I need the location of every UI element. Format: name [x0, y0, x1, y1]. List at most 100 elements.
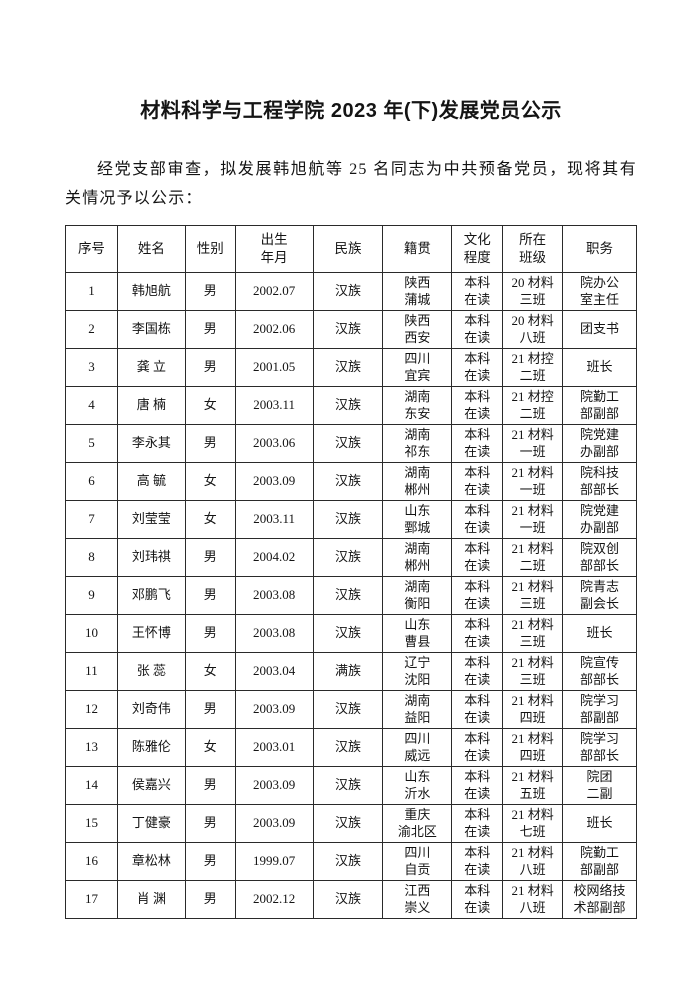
table-cell: 章松林	[116, 842, 186, 881]
table-cell: 龚 立	[116, 348, 186, 387]
table-row: 16 章松林男 1999.07 汉族 四川 自贡 本科 在读 21 材料 八班 院勤工 部副部	[65, 842, 637, 881]
table-cell: 4	[65, 386, 118, 425]
table-cell: 2003.08	[234, 614, 314, 653]
table-cell: 邓鹏飞	[116, 576, 186, 615]
table-cell: 院双创 部部长	[562, 538, 637, 577]
table-cell: 男	[184, 310, 236, 349]
table-cell: 15	[65, 804, 118, 843]
table-cell: 20 材料 三班	[502, 272, 564, 311]
table-cell: 男	[184, 272, 236, 311]
table-cell: 21 材料 一班	[502, 462, 564, 501]
table-cell: 辽宁 沈阳	[382, 652, 453, 691]
table-cell: 汉族	[312, 538, 384, 577]
table-cell: 班长	[562, 348, 637, 387]
table-cell: 本科 在读	[451, 386, 504, 425]
table-cell: 汉族	[312, 500, 384, 539]
column-header: 籍贯	[382, 225, 453, 273]
table-cell: 2003.09	[234, 804, 314, 843]
table-cell: 本科 在读	[451, 842, 504, 881]
table-row: 11 张 蕊女 2003.04 满族 辽宁 沈阳 本科 在读 21 材料 三班 院宣传 部部长	[65, 652, 637, 691]
table-cell: 21 材料 五班	[502, 766, 564, 805]
table-cell: 院团 二副	[562, 766, 637, 805]
column-header: 文化 程度	[451, 225, 504, 273]
table-row: 8 刘玮祺男 2004.02 汉族 湖南 郴州 本科 在读 21 材料 二班 院双创 部部长	[65, 538, 637, 577]
table-cell: 刘莹莹	[116, 500, 186, 539]
table-cell: 山东 曹县	[382, 614, 453, 653]
table-cell: 汉族	[312, 348, 384, 387]
table-cell: 团支书	[562, 310, 637, 349]
table-cell: 21 材料 七班	[502, 804, 564, 843]
table-cell: 2003.09	[234, 766, 314, 805]
table-cell: 女	[184, 500, 236, 539]
table-cell: 本科 在读	[451, 500, 504, 539]
table-cell: 2003.04	[234, 652, 314, 691]
column-header: 出生 年月	[234, 225, 314, 273]
table-cell: 12	[65, 690, 118, 729]
table-row: 14 侯嘉兴男 2003.09 汉族 山东 沂水 本科 在读 21 材料 五班 院团 二副	[65, 766, 637, 805]
table-cell: 王怀博	[116, 614, 186, 653]
column-header: 所在 班级	[502, 225, 564, 273]
table-cell: 本科 在读	[451, 538, 504, 577]
table-cell: 汉族	[312, 576, 384, 615]
table-cell: 男	[184, 538, 236, 577]
table-cell: 7	[65, 500, 118, 539]
column-header: 性别	[184, 225, 236, 273]
table-cell: 13	[65, 728, 118, 767]
table-cell: 3	[65, 348, 118, 387]
table-row: 2 李国栋男 2002.06 汉族 陕西 西安 本科 在读 20 材料 八班 团支书	[65, 310, 637, 349]
table-cell: 本科 在读	[451, 272, 504, 311]
table-cell: 女	[184, 462, 236, 501]
table-cell: 院宣传 部部长	[562, 652, 637, 691]
table-cell: 女	[184, 652, 236, 691]
table-cell: 女	[184, 728, 236, 767]
table-cell: 院勤工 部副部	[562, 386, 637, 425]
table-cell: 唐 楠	[116, 386, 186, 425]
table-cell: 20 材料 八班	[502, 310, 564, 349]
table-cell: 院青志 副会长	[562, 576, 637, 615]
table-cell: 汉族	[312, 462, 384, 501]
table-row: 1 韩旭航男 2002.07 汉族 陕西 蒲城 本科 在读 20 材料 三班 院办公 室主任	[65, 272, 637, 311]
table-cell: 院勤工 部副部	[562, 842, 637, 881]
table-cell: 5	[65, 424, 118, 463]
table-cell: 湖南 东安	[382, 386, 453, 425]
table-cell: 9	[65, 576, 118, 615]
table-cell: 汉族	[312, 880, 384, 919]
table-cell: 湖南 郴州	[382, 462, 453, 501]
table-cell: 刘玮祺	[116, 538, 186, 577]
table-cell: 湖南 祁东	[382, 424, 453, 463]
table-cell: 本科 在读	[451, 804, 504, 843]
table-cell: 10	[65, 614, 118, 653]
table-cell: 院党建 办副部	[562, 424, 637, 463]
table-cell: 韩旭航	[116, 272, 186, 311]
table-cell: 本科 在读	[451, 424, 504, 463]
table-cell: 21 材料 八班	[502, 880, 564, 919]
table-cell: 重庆 渝北区	[382, 804, 453, 843]
table-cell: 本科 在读	[451, 614, 504, 653]
table-cell: 四川 宜宾	[382, 348, 453, 387]
table-cell: 21 材料 三班	[502, 652, 564, 691]
column-header: 序号	[65, 225, 118, 273]
table-row: 17 肖 渊男 2002.12 汉族 江西 崇义 本科 在读 21 材料 八班 校网络技 术部…	[65, 880, 637, 919]
table-cell: 院学习 部副部	[562, 690, 637, 729]
table-cell: 2003.08	[234, 576, 314, 615]
table-cell: 汉族	[312, 272, 384, 311]
table-row: 13 陈雅伦女 2003.01 汉族 四川 威远 本科 在读 21 材料 四班 院学习 部部长	[65, 728, 637, 767]
table-cell: 山东 鄄城	[382, 500, 453, 539]
table-cell: 本科 在读	[451, 880, 504, 919]
table-cell: 2003.11	[234, 500, 314, 539]
table-cell: 2003.06	[234, 424, 314, 463]
table-cell: 2002.12	[234, 880, 314, 919]
table-row: 9 邓鹏飞男 2003.08 汉族 湖南 衡阳 本科 在读 21 材料 三班 院青志 副会长	[65, 576, 637, 615]
table-cell: 21 材料 一班	[502, 500, 564, 539]
table-row: 12 刘奇伟男 2003.09 汉族 湖南 益阳 本科 在读 21 材料 四班 院学习 部副部	[65, 690, 637, 729]
table-cell: 男	[184, 690, 236, 729]
table-cell: 21 材料 二班	[502, 538, 564, 577]
table-cell: 汉族	[312, 386, 384, 425]
table-cell: 2002.06	[234, 310, 314, 349]
table-cell: 陈雅伦	[116, 728, 186, 767]
table-cell: 11	[65, 652, 118, 691]
table-cell: 院党建 办副部	[562, 500, 637, 539]
intro-paragraph: 经党支部审查，拟发展韩旭航等 25 名同志为中共预备党员，现将其有关情况予以公示…	[65, 161, 637, 207]
